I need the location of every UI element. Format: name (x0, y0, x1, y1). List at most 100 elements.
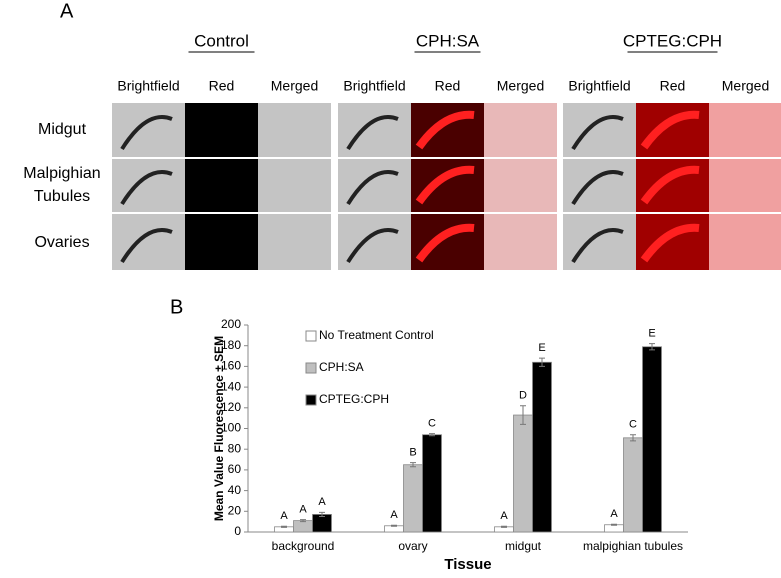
column-label: Merged (497, 78, 544, 94)
y-tick-label: 80 (228, 441, 242, 455)
significance-letter: E (648, 328, 655, 340)
tissue-shape (640, 165, 700, 205)
image-tile (258, 103, 331, 157)
row-label: Malpighian (23, 165, 100, 182)
legend-swatch (305, 330, 317, 342)
significance-letter: A (280, 510, 288, 522)
image-tile (185, 103, 258, 157)
legend-label: CPH:SA (319, 360, 364, 374)
error-bar (501, 525, 507, 528)
error-bar (300, 519, 306, 523)
error-bar (630, 434, 636, 442)
tissue-shape (415, 110, 475, 150)
legend-label: No Treatment Control (319, 328, 434, 342)
column-label: Merged (271, 78, 318, 94)
tissue-shape (640, 110, 700, 150)
tissue-shape (415, 223, 475, 263)
image-tile (484, 103, 557, 157)
legend-label: CPTEG:CPH (319, 392, 389, 406)
x-tick-label: background (272, 539, 335, 553)
image-tile (185, 159, 258, 212)
image-tile (484, 214, 557, 270)
error-bar (429, 433, 435, 437)
x-tick-label: midgut (505, 539, 542, 553)
significance-letter: B (409, 447, 416, 459)
bar (642, 346, 662, 533)
row-label: Midgut (38, 121, 87, 138)
error-bar (319, 511, 325, 517)
column-label: Red (435, 78, 461, 94)
image-tile (709, 214, 781, 270)
significance-letter: D (519, 390, 527, 402)
significance-letter: A (299, 503, 307, 515)
tissue-shape (120, 228, 173, 264)
column-label: Red (209, 78, 235, 94)
group-title: Control (194, 31, 249, 50)
bar (312, 514, 332, 533)
row-label: Ovaries (34, 234, 89, 251)
significance-letter: A (610, 508, 618, 520)
tissue-shape (346, 170, 399, 206)
image-tile (709, 159, 781, 212)
y-tick-label: 120 (221, 400, 241, 414)
y-tick-label: 160 (221, 359, 241, 373)
bar (604, 524, 624, 533)
error-bar (410, 462, 416, 468)
column-label: Brightfield (117, 78, 179, 94)
group-title: CPTEG:CPH (623, 31, 722, 50)
image-tile (258, 159, 331, 212)
image-tile (484, 159, 557, 212)
bar (403, 464, 423, 533)
tissue-shape (571, 115, 624, 151)
significance-letter: E (538, 342, 545, 354)
tissue-shape (415, 165, 475, 205)
column-label: Brightfield (343, 78, 405, 94)
x-axis-label: Tissue (444, 556, 491, 573)
column-label: Brightfield (568, 78, 630, 94)
x-tick-label: ovary (398, 539, 427, 553)
bar (532, 361, 552, 533)
error-bar (611, 523, 617, 526)
tissue-shape (571, 170, 624, 206)
bar (293, 520, 313, 533)
error-bar (391, 524, 397, 527)
image-tile (185, 214, 258, 270)
error-bar (520, 405, 526, 425)
group-title: CPH:SA (416, 31, 480, 50)
row-label: Tubules (34, 188, 90, 205)
y-tick-label: 140 (221, 379, 241, 393)
tissue-shape (120, 170, 173, 206)
error-bar (539, 357, 545, 367)
significance-letter: C (428, 418, 436, 430)
image-tile (709, 103, 781, 157)
significance-letter: A (318, 496, 326, 508)
significance-letter: C (629, 419, 637, 431)
image-tile (258, 214, 331, 270)
tissue-shape (346, 228, 399, 264)
y-tick-label: 180 (221, 338, 241, 352)
y-tick-label: 100 (221, 421, 241, 435)
y-tick-label: 40 (228, 483, 242, 497)
y-tick-label: 20 (228, 503, 242, 517)
bar (422, 434, 442, 533)
significance-letter: A (500, 510, 508, 522)
error-bar (649, 343, 655, 351)
legend-swatch (305, 394, 317, 406)
tissue-shape (571, 228, 624, 264)
legend-swatch (305, 362, 317, 374)
y-tick-label: 200 (221, 317, 241, 331)
panel-letter: A (60, 0, 74, 22)
bar (623, 437, 643, 533)
significance-letter: A (390, 509, 398, 521)
tissue-shape (346, 115, 399, 151)
panel-letter: B (170, 296, 183, 318)
column-label: Red (660, 78, 686, 94)
error-bar (281, 525, 287, 528)
y-axis-label: Mean Value Fluorescence ± SEM (212, 336, 226, 521)
bar (513, 414, 533, 533)
y-tick-label: 60 (228, 462, 242, 476)
tissue-shape (120, 115, 173, 151)
x-tick-label: malpighian tubules (583, 539, 683, 553)
tissue-shape (640, 223, 700, 263)
